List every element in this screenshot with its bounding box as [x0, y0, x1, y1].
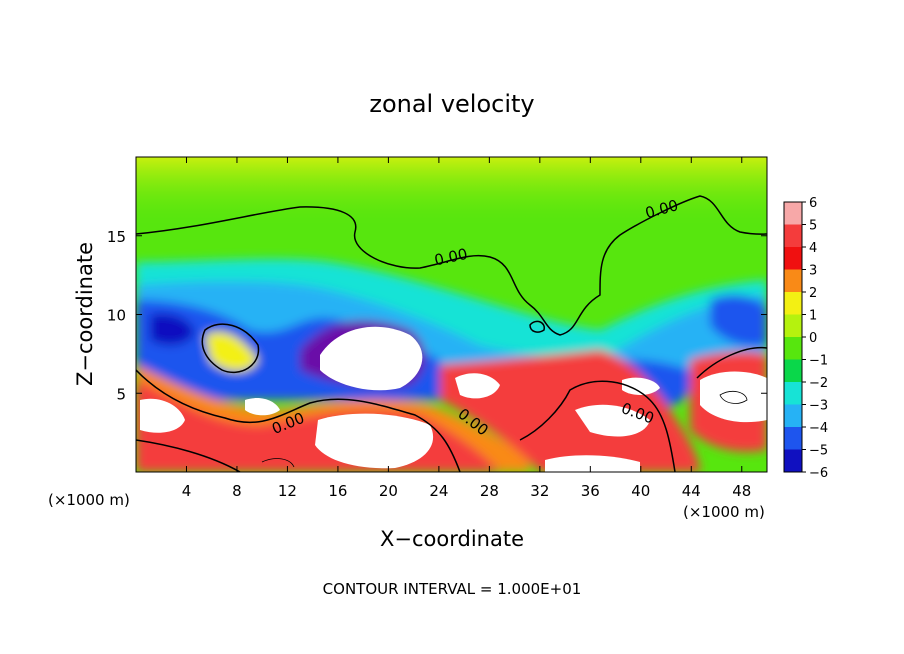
y-axis-title: Z−coordinate [73, 242, 97, 386]
colorbar-label: 1 [809, 309, 817, 324]
colorbar-swatch [784, 269, 802, 293]
colorbar-swatch [784, 382, 802, 405]
colorbar-swatch [784, 427, 802, 450]
x-tick-label: 48 [732, 482, 751, 500]
contour-interval-note: CONTOUR INTERVAL = 1.000E+01 [323, 580, 582, 598]
colorbar-label: 5 [809, 219, 817, 234]
x-tick-label: 32 [530, 482, 549, 500]
zero-contour-small-loop [529, 320, 545, 333]
zero-contour-lines [136, 195, 767, 472]
colorbar-label: −5 [809, 444, 828, 459]
white-blob-center [320, 326, 423, 391]
white-blob-small-left [245, 398, 280, 416]
chart-title: zonal velocity [369, 90, 534, 118]
y-tick-label: 5 [116, 385, 126, 403]
colorbar-label: −4 [809, 421, 828, 436]
colorbar-label: −2 [809, 376, 828, 391]
colorbar-label: 3 [809, 264, 817, 279]
colorbar-label: 2 [809, 286, 817, 301]
colorbar-label: 0 [809, 331, 817, 346]
zero-contour-right-lower [519, 380, 676, 472]
y-axis-ticks: 5 10 15 [107, 228, 767, 403]
x-tick-label: 20 [379, 482, 398, 500]
field-top-light-band [136, 157, 767, 227]
x-tick-label: 28 [480, 482, 499, 500]
zero-contour-inner-white [719, 390, 748, 404]
white-blob-lower-left [140, 398, 185, 433]
colorbar-label: −1 [809, 354, 828, 369]
negative-core-left [150, 313, 195, 346]
y-tick-label: 10 [107, 307, 126, 325]
extreme-value-regions [140, 326, 767, 472]
colorbar-label: −6 [809, 466, 828, 481]
white-blob-right [700, 371, 767, 423]
colorbar-swatch [784, 247, 802, 270]
x-axis-ticks: 4 8 12 16 20 24 28 32 36 40 44 48 [182, 157, 751, 500]
x-unit-label-left: (×1000 m) [48, 491, 130, 509]
white-blob-bottom-right [545, 455, 640, 472]
x-tick-label: 4 [182, 482, 192, 500]
colorbar-swatch [784, 314, 802, 338]
zero-contour-upper [136, 195, 767, 336]
x-unit-label-right: (×1000 m) [683, 503, 765, 521]
zero-contour-lower [136, 369, 461, 472]
heatmap-field: 0.00 0.00 0.00 0.00 0.00 [136, 157, 767, 472]
colorbar-swatch [784, 202, 802, 225]
zero-contour-left-loop [201, 323, 260, 374]
colorbar-swatch [784, 359, 802, 383]
zero-contour-far-right [696, 346, 767, 379]
x-tick-label: 8 [232, 482, 242, 500]
white-blob-bottom-center [315, 413, 434, 469]
x-tick-label: 12 [278, 482, 297, 500]
x-tick-label: 44 [682, 482, 701, 500]
colorbar-label: 6 [809, 196, 817, 211]
x-tick-label: 16 [328, 482, 347, 500]
colorbar-swatch [784, 292, 802, 315]
zero-contour-bottom-left [136, 439, 241, 472]
white-blob-center-right [455, 373, 500, 399]
colorbar-swatch [784, 449, 802, 473]
x-axis-title: X−coordinate [380, 527, 524, 551]
colorbar-label: −3 [809, 399, 828, 414]
colorbar-swatch [784, 404, 802, 428]
colorbar-swatch [784, 224, 802, 248]
colorbar-swatch [784, 337, 802, 360]
x-tick-label: 24 [429, 482, 448, 500]
colorbar: 6 5 4 3 2 1 0 −1 −2 −3 −4 −5 −6 [783, 196, 828, 481]
negative-patch-far-right [710, 294, 767, 347]
positive-patch-upper-left [205, 331, 258, 372]
y-tick-label: 15 [107, 228, 126, 246]
colorbar-label: 4 [809, 241, 817, 256]
x-tick-label: 40 [631, 482, 650, 500]
zero-contour-bottom-small [261, 458, 295, 468]
white-blob-right-middle [575, 404, 650, 437]
x-tick-label: 36 [581, 482, 600, 500]
white-blob-small-right [622, 377, 660, 395]
